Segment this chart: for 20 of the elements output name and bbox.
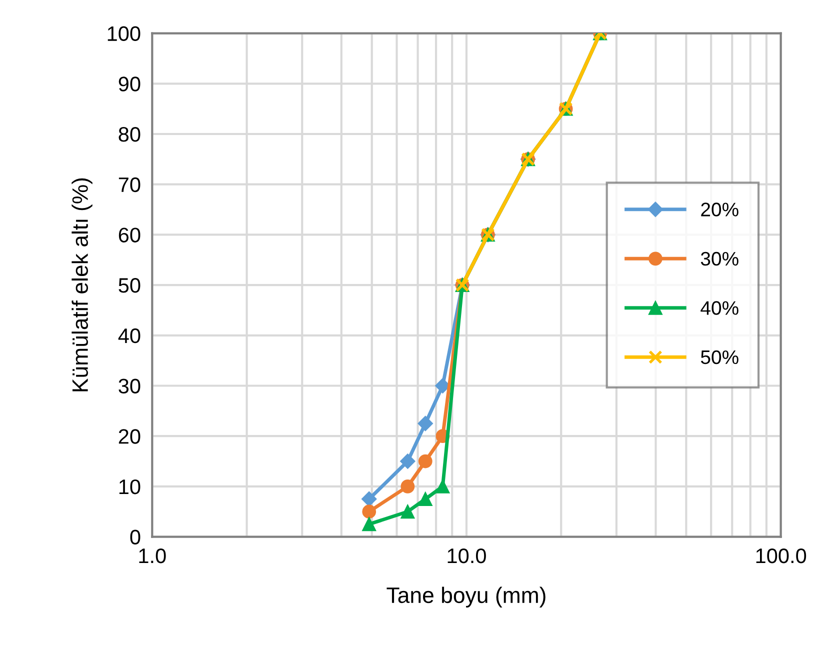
- x-axis-title: Tane boyu (mm): [386, 586, 546, 608]
- x-tick-label: 10.0: [448, 548, 486, 564]
- y-tick-label: 20: [118, 429, 140, 444]
- legend-label: 20%: [701, 202, 738, 216]
- legend-label: 40%: [700, 301, 738, 315]
- x-tick-label: 1.0: [139, 548, 166, 564]
- y-tick-label: 80: [118, 127, 140, 142]
- y-tick-label: 70: [118, 177, 140, 192]
- y-axis-title: Kümülatif elek altı (%): [72, 178, 92, 392]
- y-tick-label: 0: [130, 530, 140, 545]
- y-tick-label: 60: [118, 228, 140, 242]
- y-tick-label: 50: [118, 278, 140, 293]
- x-tick-label: 100.0: [756, 548, 806, 564]
- y-tick-label: 100: [108, 26, 140, 42]
- legend-label: 50%: [700, 350, 738, 364]
- y-tick-label: 40: [118, 328, 140, 344]
- y-tick-label: 30: [118, 378, 140, 394]
- y-tick-label: 90: [118, 76, 140, 92]
- y-tick-label: 10: [119, 479, 140, 494]
- legend-label: 30%: [700, 252, 738, 266]
